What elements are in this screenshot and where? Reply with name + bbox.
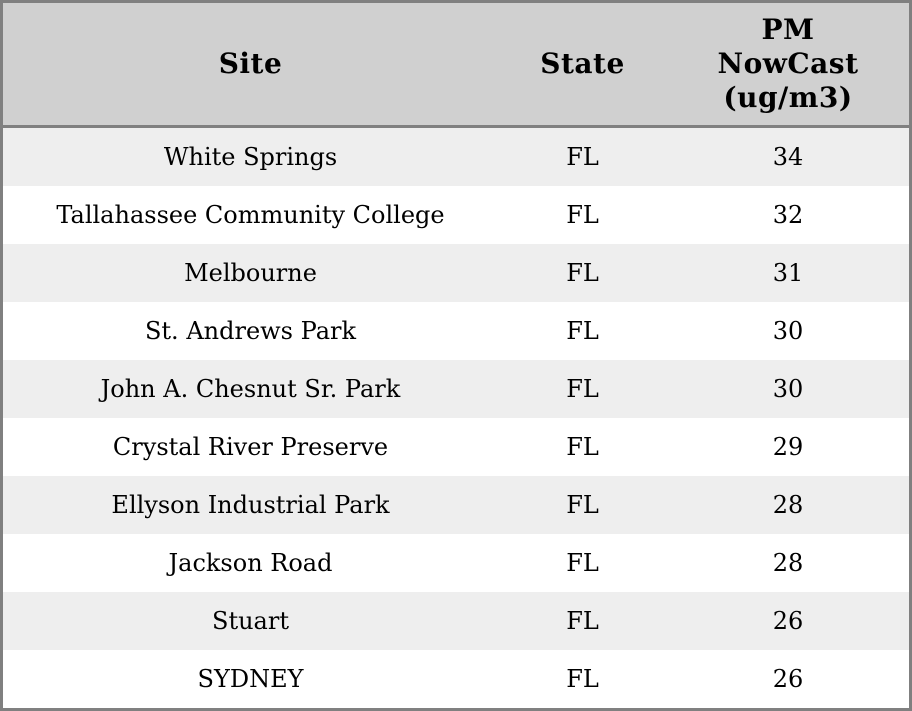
table-row: White Springs FL 34	[3, 128, 909, 186]
site-cell: Crystal River Preserve	[112, 433, 389, 461]
table-row: Stuart FL 26	[3, 592, 909, 650]
pm-cell: 30	[772, 317, 804, 345]
table-row: Tallahassee Community College FL 32	[3, 186, 909, 244]
header-pm-nowcast: PM NowCast (ug/m3)	[667, 3, 909, 128]
state-cell: FL	[566, 317, 599, 345]
pm-cell: 26	[772, 665, 804, 693]
state-cell: FL	[566, 607, 599, 635]
site-cell: Ellyson Industrial Park	[111, 491, 390, 519]
site-cell: John A. Chesnut Sr. Park	[100, 375, 401, 403]
state-cell: FL	[566, 549, 599, 577]
table-header: Site State PM NowCast (ug/m3)	[3, 3, 909, 128]
state-cell: FL	[566, 259, 599, 287]
pm-cell: 32	[772, 201, 804, 229]
table-row: John A. Chesnut Sr. Park FL 30	[3, 360, 909, 418]
state-cell: FL	[566, 201, 599, 229]
site-cell: Stuart	[212, 607, 289, 635]
table-row: St. Andrews Park FL 30	[3, 302, 909, 360]
pm-cell: 28	[772, 549, 804, 577]
site-cell: SYDNEY	[197, 665, 304, 693]
pm-cell: 29	[772, 433, 804, 461]
site-cell: St. Andrews Park	[144, 317, 357, 345]
header-site: Site	[3, 3, 498, 128]
state-cell: FL	[566, 143, 599, 171]
state-cell: FL	[566, 665, 599, 693]
site-cell: Jackson Road	[168, 549, 333, 577]
table-row: Ellyson Industrial Park FL 28	[3, 476, 909, 534]
site-cell: Tallahassee Community College	[56, 201, 445, 229]
table-row: Jackson Road FL 28	[3, 534, 909, 592]
pm-cell: 26	[772, 607, 804, 635]
site-cell: Melbourne	[184, 259, 317, 287]
table-body: White Springs FL 34 Tallahassee Communit…	[3, 128, 909, 708]
pm-cell: 34	[772, 143, 804, 171]
state-cell: FL	[566, 491, 599, 519]
table-row: Crystal River Preserve FL 29	[3, 418, 909, 476]
table-row: SYDNEY FL 26	[3, 650, 909, 708]
header-state: State	[498, 3, 667, 128]
pm-cell: 28	[772, 491, 804, 519]
state-cell: FL	[566, 375, 599, 403]
pm-cell: 31	[772, 259, 804, 287]
pm-cell: 30	[772, 375, 804, 403]
table-row: Melbourne FL 31	[3, 244, 909, 302]
site-cell: White Springs	[163, 143, 338, 171]
header-row: Site State PM NowCast (ug/m3)	[3, 3, 909, 128]
state-cell: FL	[566, 433, 599, 461]
